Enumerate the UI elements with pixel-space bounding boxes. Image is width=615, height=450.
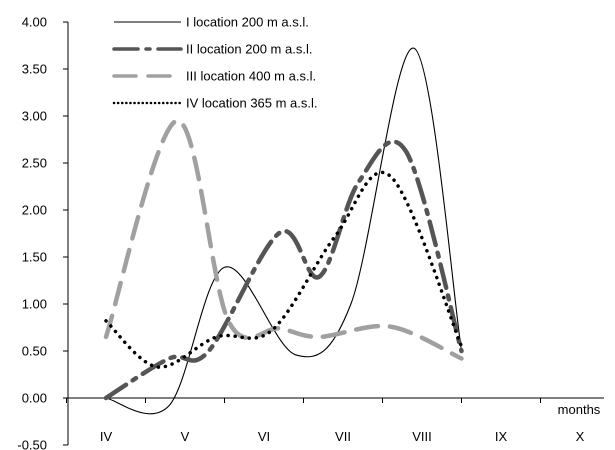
series-lines — [103, 47, 464, 415]
legend-label: I location 200 m a.s.l. — [186, 15, 309, 30]
x-tick-label: VI — [258, 429, 270, 444]
y-tick-label: 3.50 — [22, 62, 47, 77]
y-tick-label: -0.50 — [17, 438, 47, 450]
legend-label: IV location 365 m a.s.l. — [186, 96, 318, 111]
x-axis-label: months — [558, 402, 601, 417]
y-tick-label: 0.00 — [22, 391, 47, 406]
legend-entry-2: II location 200 m a.s.l. — [112, 42, 312, 57]
x-tick-label: X — [576, 429, 585, 444]
series-line-2 — [103, 139, 464, 401]
y-tick-label: 1.00 — [22, 297, 47, 312]
series-line-3 — [103, 118, 464, 361]
legend-label: III location 400 m a.s.l. — [186, 69, 316, 84]
y-tick-label: 2.50 — [22, 156, 47, 171]
legend-entry-1: I location 200 m a.s.l. — [114, 15, 309, 30]
legend-entry-3: III location 400 m a.s.l. — [112, 69, 316, 84]
axes: -0.50 0.00 0.50 1.00 1.50 2.00 2.50 3.00 3.50 4.0… — [17, 15, 604, 450]
y-tick-label: 0.50 — [22, 344, 47, 359]
series-line-1 — [105, 47, 463, 415]
legend-entry-4: IV location 365 m a.s.l. — [112, 96, 318, 111]
x-tick-label: VII — [335, 429, 351, 444]
legend: I location 200 m a.s.l. II location 200 m… — [112, 15, 318, 111]
y-tick-label: 2.00 — [22, 203, 47, 218]
x-tick-label: IX — [495, 429, 508, 444]
x-tick-label: VIII — [412, 429, 432, 444]
y-tick-label: 1.50 — [22, 250, 47, 265]
legend-label: II location 200 m a.s.l. — [186, 42, 312, 57]
x-tick-label: IV — [100, 429, 113, 444]
y-tick-label: 4.00 — [22, 15, 47, 30]
series-line-4 — [104, 170, 464, 369]
y-tick-label: 3.00 — [22, 109, 47, 124]
x-tick-label: V — [181, 429, 190, 444]
